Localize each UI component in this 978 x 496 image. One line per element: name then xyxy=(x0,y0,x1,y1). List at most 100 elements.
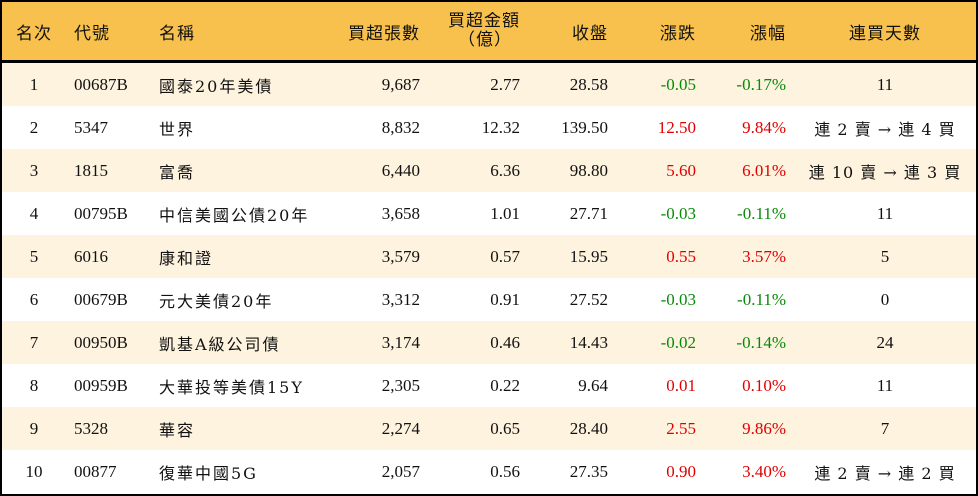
close-cell: 27.52 xyxy=(569,289,608,309)
change-cell: 2.55 xyxy=(666,418,696,438)
table-row: 1 00687B 國泰20年美債 9,687 2.77 28.58 -0.05 … xyxy=(2,63,976,106)
rank-cell: 3 xyxy=(29,160,39,180)
name-cell: 元大美債20年 xyxy=(159,291,274,311)
net-buy-volume-cell: 3,579 xyxy=(381,246,420,266)
header-rank: 名次 xyxy=(16,23,52,44)
code-cell: 00877 xyxy=(74,461,117,481)
net-buy-volume-cell: 3,312 xyxy=(381,289,420,309)
close-cell: 98.80 xyxy=(569,160,608,180)
code-cell: 00679B xyxy=(74,289,128,309)
code-cell: 1815 xyxy=(74,160,108,180)
close-cell: 28.40 xyxy=(569,418,608,438)
table-row: 2 5347 世界 8,832 12.32 139.50 12.50 9.84%… xyxy=(2,106,976,149)
rank-cell: 7 xyxy=(29,332,39,352)
rank-cell: 9 xyxy=(29,418,39,438)
table-row: 10 00877 復華中國5G 2,057 0.56 27.35 0.90 3.… xyxy=(2,450,976,493)
net-buy-amount-cell: 0.57 xyxy=(490,246,520,266)
rank-cell: 1 xyxy=(29,74,39,94)
header-name: 名稱 xyxy=(159,23,195,44)
rank-cell: 2 xyxy=(29,117,39,137)
code-cell: 00687B xyxy=(74,74,128,94)
change-cell: -0.05 xyxy=(660,74,696,94)
consecutive-days-cell: 連 10 賣 → 連 3 買 xyxy=(808,162,962,182)
code-cell: 6016 xyxy=(74,246,108,266)
change-pct-cell: -0.11% xyxy=(737,289,786,309)
code-cell: 5347 xyxy=(74,117,108,137)
change-pct-cell: 0.10% xyxy=(742,375,786,395)
close-cell: 14.43 xyxy=(569,332,608,352)
table-body: 1 00687B 國泰20年美債 9,687 2.77 28.58 -0.05 … xyxy=(2,63,976,493)
rank-cell: 5 xyxy=(29,246,39,266)
name-cell: 康和證 xyxy=(159,248,214,268)
header-net-buy-volume: 買超張數 xyxy=(348,23,420,44)
name-cell: 復華中國5G xyxy=(159,463,258,483)
net-buy-volume-cell: 3,174 xyxy=(381,332,420,352)
name-cell: 大華投等美債15Y xyxy=(159,377,304,397)
rank-cell: 8 xyxy=(29,375,39,395)
change-pct-cell: 6.01% xyxy=(742,160,786,180)
change-pct-cell: 3.40% xyxy=(742,461,786,481)
name-cell: 世界 xyxy=(159,119,196,139)
name-cell: 富喬 xyxy=(159,162,196,182)
header-change: 漲跌 xyxy=(660,23,696,44)
net-buy-amount-cell: 0.56 xyxy=(490,461,520,481)
header-consecutive-days: 連買天數 xyxy=(849,23,921,44)
change-pct-cell: -0.11% xyxy=(737,203,786,223)
close-cell: 139.50 xyxy=(561,117,608,137)
net-buy-volume-cell: 2,274 xyxy=(381,418,420,438)
name-cell: 中信美國公債20年 xyxy=(159,205,310,225)
net-buy-amount-cell: 12.32 xyxy=(481,117,520,137)
table-row: 4 00795B 中信美國公債20年 3,658 1.01 27.71 -0.0… xyxy=(2,192,976,235)
table-row: 7 00950B 凱基A級公司債 3,174 0.46 14.43 -0.02 … xyxy=(2,321,976,364)
net-buy-amount-cell: 0.65 xyxy=(490,418,520,438)
change-cell: -0.03 xyxy=(660,203,696,223)
close-cell: 9.64 xyxy=(578,375,608,395)
net-buy-volume-cell: 3,658 xyxy=(381,203,420,223)
net-buy-amount-cell: 0.91 xyxy=(490,289,520,309)
table-row: 6 00679B 元大美債20年 3,312 0.91 27.52 -0.03 … xyxy=(2,278,976,321)
name-cell: 華容 xyxy=(159,420,196,440)
net-buy-volume-cell: 8,832 xyxy=(381,117,420,137)
header-change-pct: 漲幅 xyxy=(750,23,786,44)
rank-cell: 6 xyxy=(29,289,39,309)
net-buy-amount-cell: 0.46 xyxy=(490,332,520,352)
net-buy-volume-cell: 2,305 xyxy=(381,375,420,395)
header-net-buy-amount-line1: 買超金額 xyxy=(448,12,520,31)
net-buy-volume-cell: 6,440 xyxy=(381,160,420,180)
header-net-buy-amount: 買超金額 （億） xyxy=(420,12,520,50)
change-cell: 0.90 xyxy=(666,461,696,481)
consecutive-days-cell: 11 xyxy=(876,375,894,395)
change-pct-cell: 9.84% xyxy=(742,117,786,137)
code-cell: 00950B xyxy=(74,332,128,352)
change-cell: 0.01 xyxy=(666,375,696,395)
net-buy-amount-cell: 2.77 xyxy=(490,74,520,94)
table-row: 3 1815 富喬 6,440 6.36 98.80 5.60 6.01% 連 … xyxy=(2,149,976,192)
consecutive-days-cell: 7 xyxy=(880,418,890,438)
change-pct-cell: -0.14% xyxy=(736,332,786,352)
consecutive-days-cell: 連 2 賣 → 連 4 買 xyxy=(814,119,956,139)
close-cell: 28.58 xyxy=(569,74,608,94)
consecutive-days-cell: 連 2 賣 → 連 2 買 xyxy=(814,463,956,483)
change-cell: -0.02 xyxy=(660,332,696,352)
change-pct-cell: 3.57% xyxy=(742,246,786,266)
table-row: 5 6016 康和證 3,579 0.57 15.95 0.55 3.57% 5 xyxy=(2,235,976,278)
table-header: 名次 代號 名稱 買超張數 買超金額 （億） 收盤 漲跌 漲幅 連買天數 xyxy=(2,2,976,63)
name-cell: 國泰20年美債 xyxy=(159,76,274,96)
name-cell: 凱基A級公司債 xyxy=(159,334,281,354)
code-cell: 00959B xyxy=(74,375,128,395)
change-pct-cell: -0.17% xyxy=(736,74,786,94)
consecutive-days-cell: 5 xyxy=(880,246,890,266)
net-buy-amount-cell: 6.36 xyxy=(490,160,520,180)
change-pct-cell: 9.86% xyxy=(742,418,786,438)
header-close: 收盤 xyxy=(572,23,608,44)
change-cell: 5.60 xyxy=(666,160,696,180)
net-buy-volume-cell: 9,687 xyxy=(381,74,420,94)
close-cell: 27.35 xyxy=(569,461,608,481)
table-row: 9 5328 華容 2,274 0.65 28.40 2.55 9.86% 7 xyxy=(2,407,976,450)
rank-cell: 10 xyxy=(25,461,43,481)
code-cell: 00795B xyxy=(74,203,128,223)
net-buy-volume-cell: 2,057 xyxy=(381,461,420,481)
table-row: 8 00959B 大華投等美債15Y 2,305 0.22 9.64 0.01 … xyxy=(2,364,976,407)
header-net-buy-amount-line2: （億） xyxy=(458,30,512,50)
